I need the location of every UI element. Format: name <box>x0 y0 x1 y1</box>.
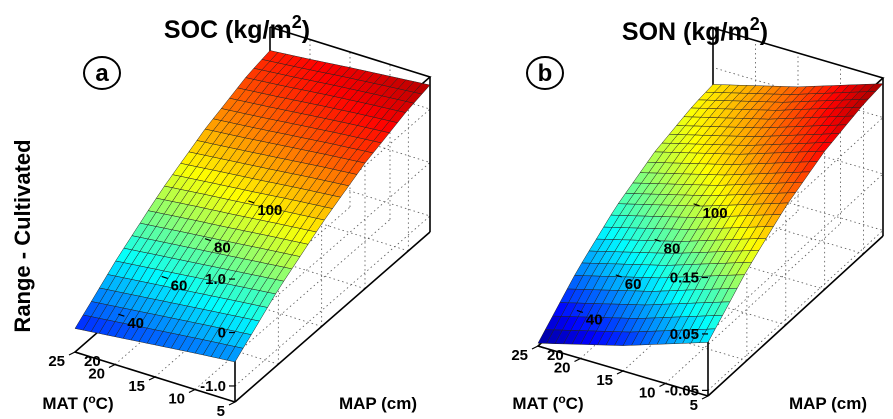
x-tick-mark <box>68 351 76 356</box>
x-tick-label: 20 <box>88 366 105 383</box>
y-tick-label: 40 <box>127 315 144 332</box>
x-tick-mark <box>148 376 156 381</box>
chart-title-main: SON (kg/m <box>622 18 750 46</box>
chart-title-main: SOC (kg/m <box>164 16 292 44</box>
x-tick-label: 25 <box>48 353 65 370</box>
y-tick-label: 100 <box>703 205 728 222</box>
chart-panel-a: 5 10 15 20 25 20 40 60 80 100 -1.0 0 1.0 SOC (kg/m2) a… <box>42 12 432 419</box>
x-tick-mark <box>228 401 236 406</box>
surface-patch <box>74 314 92 331</box>
y-tick-label: 40 <box>586 311 603 328</box>
panel-label: a <box>95 60 109 87</box>
tick-labels: 5 10 15 20 25 20 40 60 80 100 -1.0 0 1.0 <box>48 200 282 419</box>
x-axis-label: MAT (oC) <box>512 392 583 413</box>
x-tick-mark <box>659 382 666 388</box>
z-tick-label: 1.0 <box>205 271 226 288</box>
x-tick-label: 25 <box>511 347 528 364</box>
y-tick-mark <box>248 200 255 204</box>
y-tick-mark <box>118 313 125 317</box>
panel-label-circle <box>526 56 564 90</box>
chart-title-superscript: 2 <box>292 12 302 32</box>
x-tick-mark <box>108 363 116 369</box>
x-tick-mark <box>616 370 624 375</box>
chart-title-superscript: 2 <box>750 14 760 34</box>
chart-title-close: ) <box>302 16 310 44</box>
x-tick-mark <box>531 345 539 350</box>
z-tick-label: 0.05 <box>670 326 699 343</box>
y-tick-label: 60 <box>625 276 642 293</box>
y-tick-mark <box>654 238 661 242</box>
x-axis-label: MAT (oC) <box>42 392 113 413</box>
surface <box>537 83 884 346</box>
y-tick-mark <box>576 309 584 314</box>
x-tick-mark <box>188 388 196 394</box>
y-tick-label: 20 <box>84 353 101 370</box>
y-tick-mark <box>74 351 82 355</box>
x-tick-label: 5 <box>690 397 698 414</box>
chart-title: SON (kg/m2) <box>622 14 768 46</box>
y-tick-label: 20 <box>547 347 564 364</box>
chart-panel-b: 5 10 15 20 25 20 40 60 80 100 -0.05 0.05 0.15 SON (kg… <box>511 14 885 414</box>
z-tick-label: 0 <box>218 325 226 342</box>
panel-label-circle <box>83 56 121 90</box>
y-tick-label: 60 <box>171 277 188 294</box>
x-tick-label: 15 <box>596 372 613 389</box>
x-tick-label: 20 <box>554 360 571 377</box>
tick-labels: 5 10 15 20 25 20 40 60 80 100 -0.05 0.05 0.15 <box>511 203 728 414</box>
z-tick-label: -1.0 <box>200 378 226 395</box>
x-tick-mark <box>574 357 581 363</box>
x-tick-label: 10 <box>639 385 656 402</box>
y-axis-label-map: MAP (cm) <box>339 394 417 413</box>
x-tick-label: 5 <box>217 403 225 419</box>
y-tick-label: 80 <box>664 240 681 257</box>
z-tick-label: -0.05 <box>665 382 699 399</box>
chart-title-close: ) <box>760 18 768 46</box>
surface-patch <box>537 329 555 344</box>
y-tick-mark <box>537 345 545 349</box>
panel-label: b <box>538 60 553 87</box>
y-axis-label: Range - Cultivated <box>10 139 35 332</box>
y-tick-label: 80 <box>214 240 231 257</box>
y-tick-mark <box>693 203 700 207</box>
y-tick-mark <box>615 274 622 278</box>
x-tick-label: 10 <box>168 391 185 408</box>
y-tick-mark <box>161 275 168 280</box>
y-tick-label: 100 <box>257 202 282 219</box>
surface <box>74 50 431 363</box>
x-tick-label: 15 <box>128 378 145 395</box>
y-tick-mark <box>204 238 212 242</box>
x-tick-mark <box>701 395 709 400</box>
z-tick-label: 0.15 <box>670 270 699 287</box>
y-axis-label-map: MAP (cm) <box>789 394 867 413</box>
chart-title: SOC (kg/m2) <box>164 12 310 44</box>
